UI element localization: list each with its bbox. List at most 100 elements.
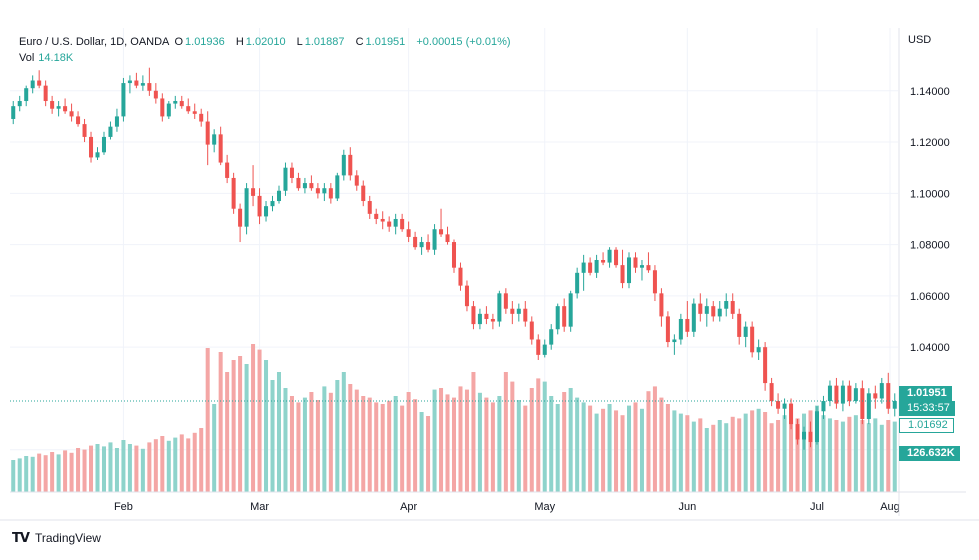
volume-bar [50,452,55,492]
candle-body [374,213,379,219]
tradingview-logo-icon: 𝗧𝗩 [12,530,30,545]
y-tick-label: 1.08000 [910,240,950,252]
candle-body [186,106,191,112]
volume-bar [322,386,327,492]
volume-bar [63,450,68,492]
candle-body [549,329,554,345]
candle-body [691,303,696,332]
y-tick-label: 1.14000 [910,86,950,98]
volume-bar [153,439,158,492]
candle-body [633,257,638,268]
candle-body [750,326,755,353]
candle-body [756,347,761,353]
volume-bar [289,396,294,492]
volume-bar [756,408,761,492]
volume-bar [82,449,87,492]
volume-bar [302,397,307,492]
volume-bar [542,381,547,492]
candle-body [536,339,541,355]
candle-body [652,270,657,294]
currency-label[interactable]: USD [908,34,932,46]
candle-body [724,301,729,309]
candle-body [11,106,16,119]
y-tick-label: 1.10000 [910,188,950,200]
symbol-title[interactable]: Euro / U.S. Dollar, 1D, OANDA [19,36,170,48]
volume-bar [685,415,690,492]
change-value: +0.00015 (+0.01%) [416,36,511,48]
candle-body [341,154,346,176]
volume-bar [451,397,457,492]
volume-legend: Vol 14.18K [19,52,73,64]
volume-bar [633,402,638,492]
candle-body [95,152,100,158]
volume-bar [380,404,385,492]
candle-body [400,218,405,230]
volume-bar [711,424,716,492]
candle-body [244,188,249,227]
candle-body [114,116,119,127]
candle-body [199,113,204,122]
volume-bar [367,397,372,492]
candle-body [302,183,307,189]
volume-bar [43,455,48,492]
volume-bar [199,428,204,492]
volume-bar [406,392,411,492]
volume-bar [827,418,832,492]
candle-body [568,293,573,327]
volume-bar [886,420,891,492]
candle-body [588,262,593,273]
candle-body [251,188,256,196]
candle-body [626,257,632,284]
candle-body [581,262,586,273]
volume-bar [490,402,495,492]
candle-body [231,177,236,209]
volume-bar [646,391,651,492]
volume-bar [315,400,320,492]
volume-bar [659,397,664,492]
candle-body [328,188,333,199]
low-value: 1.01887 [304,36,345,48]
volume-bar [387,400,392,492]
volume-bar [309,392,314,492]
candle-body [50,101,55,109]
volume-bar [866,423,871,492]
candle-body [601,260,606,263]
volume-bar [614,410,619,492]
volume-bar [892,421,897,492]
volume-bar [37,453,42,492]
last-price-badge: 1.01951 [899,386,952,401]
volume-bar [847,416,852,492]
volume-bar [225,372,230,492]
candle-body [614,249,619,266]
candle-body [717,308,722,317]
volume-bar [264,360,269,492]
candle-body [730,301,735,314]
candle-body [873,393,878,399]
footer-branding[interactable]: 𝗧𝗩 TradingView [12,530,101,546]
x-tick-label: Feb [114,501,133,513]
volume-label[interactable]: Vol [19,52,35,64]
volume-bar [782,415,787,492]
high-value: 1.02010 [245,36,286,48]
candle-body [795,424,800,440]
candle-body [659,293,664,317]
candle-body [134,80,139,86]
candle-body [639,265,644,268]
candle-body [354,175,359,186]
brand-name: TradingView [34,531,101,545]
volume-bar [17,458,22,492]
volume-bar [127,444,132,492]
candle-body [426,242,431,250]
volume-bar [276,372,282,492]
volume-bar [601,408,606,492]
volume-bar [186,438,191,492]
candle-body [484,313,489,319]
volume-bar [374,402,379,492]
volume-bar [296,402,301,492]
candle-body [37,80,42,86]
candle-body [289,167,294,178]
volume-bar [341,372,346,492]
